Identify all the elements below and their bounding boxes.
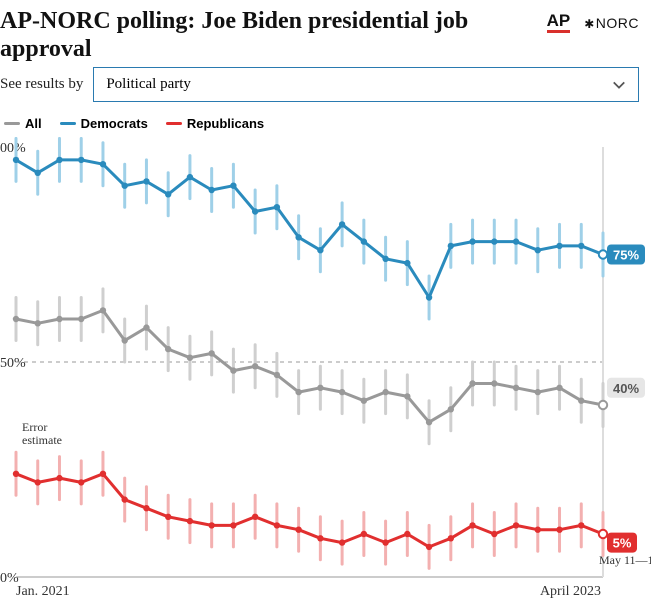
filter-label: See results by xyxy=(0,76,83,93)
chart: 0%50%00%Jan. 2021April 2023Errorestimate… xyxy=(0,137,639,607)
legend-swatch xyxy=(4,122,20,125)
legend-label: Republicans xyxy=(187,116,264,131)
svg-text:May 11—15: May 11—15 xyxy=(599,553,651,567)
norc-logo: NORC xyxy=(584,15,639,31)
svg-text:Jan. 2021: Jan. 2021 xyxy=(16,584,70,599)
svg-text:estimate: estimate xyxy=(22,433,62,447)
svg-text:50%: 50% xyxy=(0,356,26,371)
svg-text:40%: 40% xyxy=(613,381,639,396)
svg-text:Error: Error xyxy=(22,420,47,434)
svg-text:5%: 5% xyxy=(613,536,632,551)
legend-item-all: All xyxy=(4,116,42,131)
chart-svg: 0%50%00%Jan. 2021April 2023Errorestimate… xyxy=(0,137,651,607)
legend-item-republicans: Republicans xyxy=(166,116,264,131)
svg-text:00%: 00% xyxy=(0,141,26,156)
filter-select[interactable]: Political party xyxy=(93,67,639,102)
svg-text:April 2023: April 2023 xyxy=(540,584,601,599)
filter-selected-value: Political party xyxy=(106,76,191,93)
legend-item-democrats: Democrats xyxy=(60,116,148,131)
legend-label: All xyxy=(25,116,42,131)
legend-label: Democrats xyxy=(81,116,148,131)
ap-logo: AP xyxy=(547,12,571,33)
chevron-down-icon xyxy=(612,78,626,92)
legend-swatch xyxy=(60,122,76,125)
legend-swatch xyxy=(166,122,182,125)
page-title: AP-NORC polling: Joe Biden presidential … xyxy=(0,8,535,63)
logos: AP NORC xyxy=(547,8,639,33)
legend: All Democrats Republicans xyxy=(4,116,639,131)
svg-text:75%: 75% xyxy=(613,248,639,263)
